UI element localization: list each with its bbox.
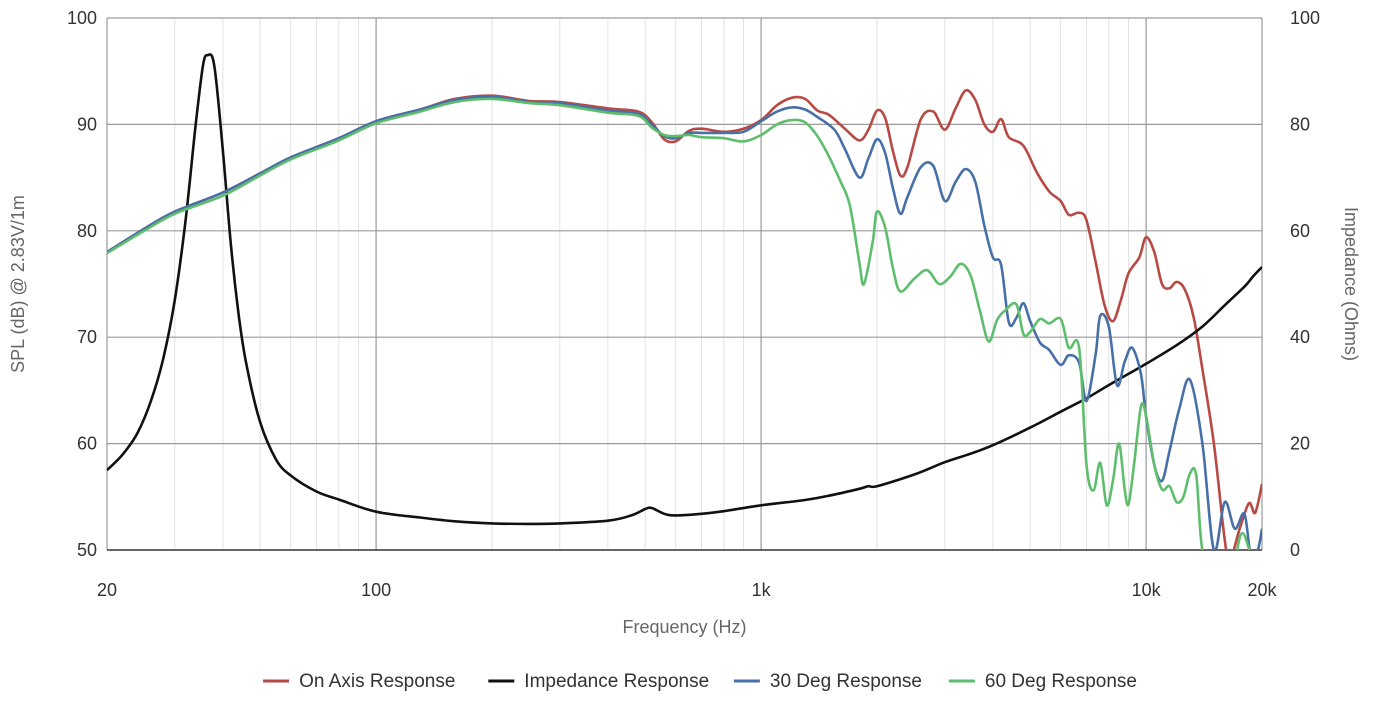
- series-line-on-axis-response: [107, 88, 1262, 550]
- y2-tick-label: 80: [1290, 114, 1310, 134]
- x-axis-label: Frequency (Hz): [622, 617, 746, 637]
- y-tick-label: 90: [77, 114, 97, 134]
- y-tick-label: 100: [67, 8, 97, 28]
- y2-tick-label: 40: [1290, 327, 1310, 347]
- y2-tick-label: 0: [1290, 540, 1300, 560]
- grid-lines: [106, 17, 1263, 551]
- legend-label-30-deg-response: 30 Deg Response: [770, 671, 922, 692]
- y2-tick-label: 60: [1290, 221, 1310, 241]
- y-tick-label: 60: [77, 434, 97, 454]
- x-tick-label: 20: [97, 580, 117, 600]
- legend-label-60-deg-response: 60 Deg Response: [985, 671, 1137, 692]
- legend-label-impedance-response: Impedance Response: [524, 671, 709, 692]
- y2-axis-label: Impedance (Ohms): [1341, 207, 1361, 361]
- series-line-60-deg-response: [107, 97, 1251, 550]
- x-tick-label: 1k: [752, 580, 772, 600]
- y-tick-label: 70: [77, 327, 97, 347]
- x-tick-label: 100: [361, 580, 391, 600]
- series-line-impedance-response: [107, 53, 1262, 526]
- y2-tick-label: 20: [1290, 434, 1310, 454]
- tick-labels: 20 100 1k 10k 20k 50 60 70 80 90 100 0 20 40 60 80 100: [67, 8, 1320, 600]
- x-tick-label: 10k: [1132, 580, 1162, 600]
- x-tick-label: 20k: [1247, 580, 1277, 600]
- y-tick-label: 50: [77, 540, 97, 560]
- y-axis-label: SPL (dB) @ 2.83V/1m: [8, 195, 28, 373]
- y-tick-label: 80: [77, 221, 97, 241]
- y2-tick-label: 100: [1290, 8, 1320, 28]
- series-lines: [107, 53, 1262, 550]
- legend-label-on-axis-response: On Axis Response: [299, 671, 455, 692]
- legend: On Axis Response Impedance Response 30 Deg…: [263, 671, 1137, 692]
